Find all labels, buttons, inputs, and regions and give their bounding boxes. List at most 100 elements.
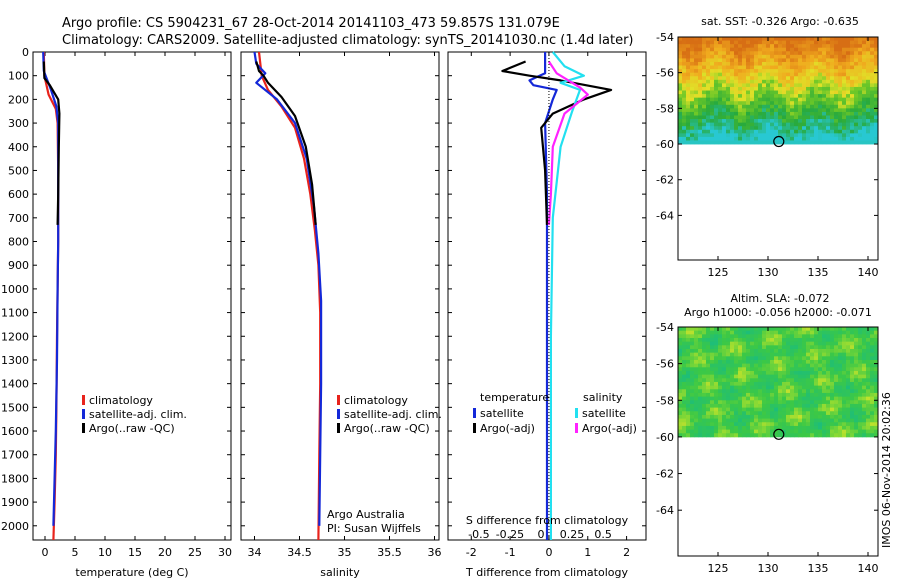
map-cell bbox=[778, 76, 783, 81]
x-tick-label: 2 bbox=[623, 546, 630, 559]
map-cell bbox=[766, 119, 771, 124]
map-cell bbox=[774, 367, 779, 372]
map-cell bbox=[750, 47, 755, 52]
map-cell bbox=[742, 108, 747, 113]
map-cell bbox=[750, 40, 755, 45]
y-tick-label: 200 bbox=[8, 93, 29, 106]
map-cell bbox=[714, 61, 719, 66]
map-cell bbox=[850, 334, 855, 339]
map-cell bbox=[870, 407, 875, 412]
map-cell bbox=[798, 133, 803, 138]
map-cell bbox=[850, 396, 855, 401]
map-cell bbox=[754, 72, 759, 77]
map-cell bbox=[690, 79, 695, 84]
map-cell bbox=[874, 122, 879, 127]
map-cell bbox=[770, 352, 775, 357]
map-cell bbox=[706, 47, 711, 52]
map-cell bbox=[702, 411, 707, 416]
map-cell bbox=[754, 425, 759, 430]
map-cell bbox=[718, 345, 723, 350]
map-cell bbox=[854, 126, 859, 131]
map-cell bbox=[854, 392, 859, 398]
map-cell bbox=[782, 414, 787, 419]
map-cell bbox=[678, 90, 683, 95]
map-cell bbox=[806, 334, 811, 339]
map-cell bbox=[778, 136, 783, 141]
legend-entry: Argo(..raw -QC) bbox=[344, 422, 430, 435]
map-cell bbox=[822, 119, 827, 124]
map-cell bbox=[854, 359, 859, 365]
map-cell bbox=[782, 97, 787, 102]
map-cell bbox=[758, 136, 763, 141]
map-cell bbox=[842, 341, 847, 346]
map-cell bbox=[730, 72, 735, 77]
secondary-x-tick-label: 0.25 bbox=[560, 528, 585, 541]
map-cell bbox=[702, 126, 707, 131]
map-cell bbox=[806, 352, 811, 357]
map-cell bbox=[774, 327, 779, 332]
y-tick-label: 0 bbox=[22, 46, 29, 59]
map-cell bbox=[862, 407, 867, 412]
map-cell bbox=[822, 97, 827, 102]
map-cell bbox=[706, 58, 711, 63]
map-cell bbox=[810, 370, 815, 376]
map-cell bbox=[874, 140, 879, 145]
map-cell bbox=[710, 79, 715, 84]
map-cell bbox=[822, 367, 827, 372]
map-cell bbox=[866, 129, 871, 134]
map-cell bbox=[814, 330, 819, 335]
map-cell bbox=[698, 337, 703, 343]
map-cell bbox=[762, 414, 767, 419]
map-cell bbox=[778, 69, 783, 74]
map-cell bbox=[786, 433, 791, 438]
map-cell bbox=[862, 37, 867, 41]
legend-swatch bbox=[575, 423, 578, 433]
map-cell bbox=[818, 101, 823, 106]
map-cell bbox=[870, 40, 875, 45]
map-cell bbox=[874, 129, 879, 134]
map-cell bbox=[866, 140, 871, 145]
map-cell bbox=[798, 47, 803, 52]
map-cell bbox=[802, 367, 807, 372]
map-cell bbox=[826, 418, 831, 423]
map-cell bbox=[866, 61, 871, 66]
map-cell bbox=[782, 392, 787, 398]
map-cell bbox=[738, 79, 743, 84]
map-cell bbox=[858, 101, 863, 106]
map-cell bbox=[722, 385, 727, 390]
map-cell bbox=[726, 418, 731, 423]
map-cell bbox=[706, 433, 711, 438]
x-tick-label: 130 bbox=[758, 266, 779, 279]
map-cell bbox=[702, 359, 707, 365]
y-tick-label: 600 bbox=[8, 188, 29, 201]
map-cell bbox=[794, 374, 799, 379]
map-cell bbox=[858, 94, 863, 99]
map-cell bbox=[794, 61, 799, 66]
map-cell bbox=[826, 348, 831, 354]
map-cell bbox=[718, 61, 723, 66]
map-cell bbox=[686, 407, 691, 412]
map-cell bbox=[818, 341, 823, 346]
map-cell bbox=[702, 76, 707, 81]
legend-swatch bbox=[575, 408, 578, 418]
map-cell bbox=[690, 115, 695, 120]
map-cell bbox=[722, 94, 727, 99]
map-cell bbox=[842, 136, 847, 141]
map-cell bbox=[822, 111, 827, 116]
map-cell bbox=[734, 104, 739, 109]
map-cell bbox=[770, 334, 775, 339]
map-cell bbox=[794, 352, 799, 357]
map-cell bbox=[730, 44, 735, 49]
map-cell bbox=[750, 381, 755, 387]
map-cell bbox=[742, 104, 747, 109]
map-cell bbox=[786, 111, 791, 116]
map-cell bbox=[714, 330, 719, 335]
legend-swatch bbox=[473, 423, 476, 433]
map-cell bbox=[690, 422, 695, 427]
map-cell bbox=[686, 378, 691, 383]
y-tick-label: 700 bbox=[8, 212, 29, 225]
map-cell bbox=[702, 330, 707, 335]
map-cell bbox=[830, 47, 835, 52]
map-cell bbox=[850, 61, 855, 66]
map-cell bbox=[802, 133, 807, 138]
